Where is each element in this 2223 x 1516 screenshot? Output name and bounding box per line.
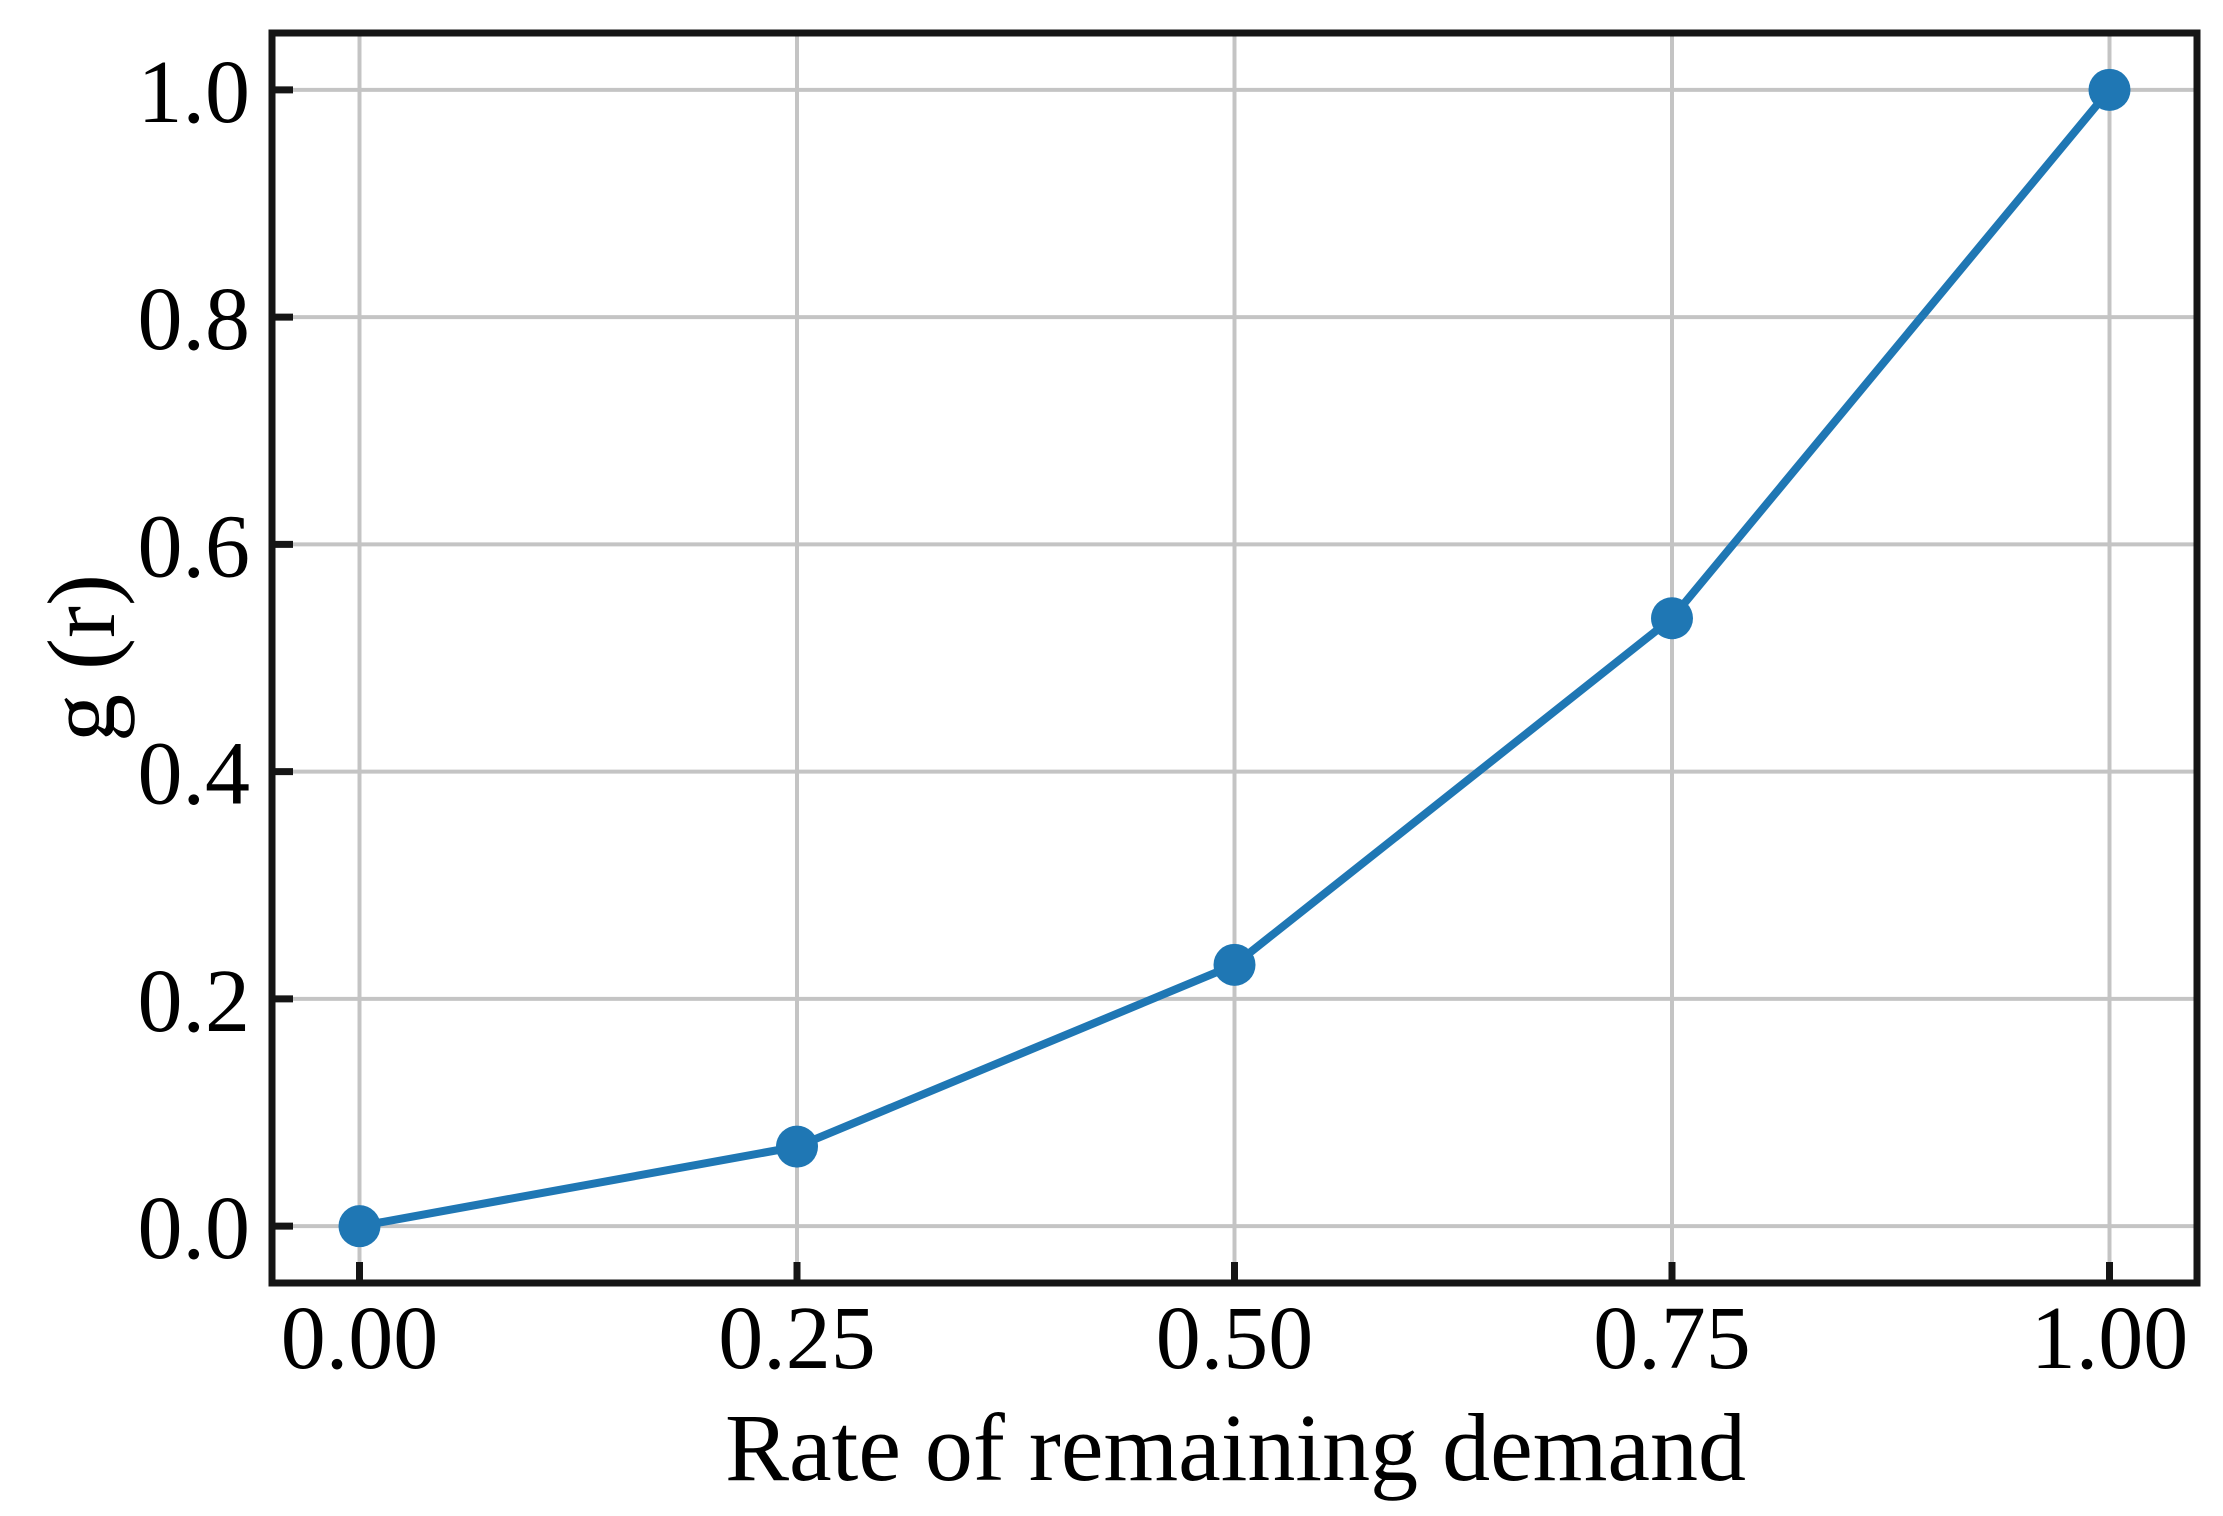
y-tick-label: 0.0: [138, 1179, 251, 1278]
plot-border: [268, 29, 2201, 1287]
y-axis-label: g (r): [28, 574, 135, 742]
data-point: [1213, 943, 1256, 986]
x-tick-label: 1.00: [2031, 1289, 2189, 1388]
x-axis-label: Rate of remaining demand: [725, 1394, 1746, 1501]
y-tick-label: 0.8: [138, 270, 251, 369]
x-tick-label: 0.00: [281, 1289, 439, 1388]
y-tick-label: 0.4: [138, 725, 251, 824]
data-point: [1651, 597, 1693, 640]
data-point: [338, 1205, 381, 1248]
data-point: [2088, 68, 2131, 111]
y-tick-label: 0.2: [138, 952, 251, 1051]
x-tick-label: 0.50: [1156, 1289, 1314, 1388]
x-tick-label: 0.25: [718, 1289, 876, 1388]
data-point: [776, 1125, 818, 1168]
y-tick-label: 0.6: [138, 497, 251, 596]
y-tick-label: 1.0: [138, 43, 251, 142]
x-tick-label: 0.75: [1593, 1289, 1751, 1388]
